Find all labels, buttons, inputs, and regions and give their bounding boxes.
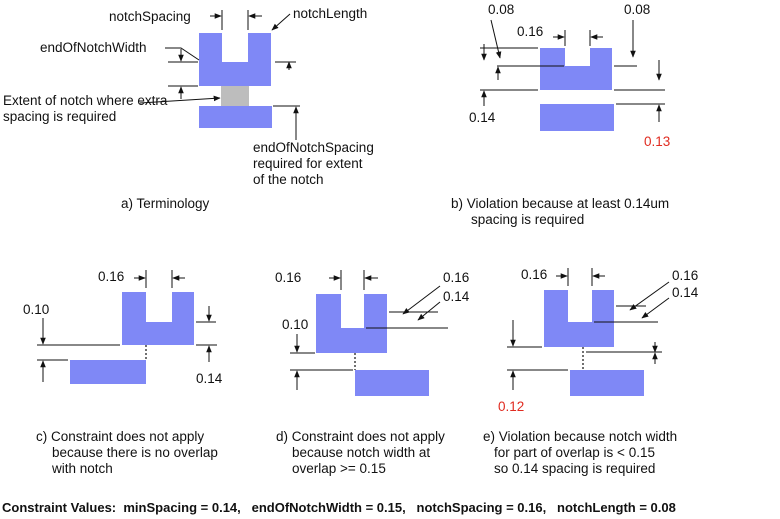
caption-d-line1: d) Constraint does not apply — [276, 429, 445, 444]
label-notch: 0.16 — [275, 270, 301, 285]
caption-e-line2: for part of overlap is < 0.15 — [494, 445, 655, 460]
end-of-notch-width-ticks — [168, 61, 198, 87]
right-ticks — [366, 311, 448, 329]
right-ticks — [614, 65, 665, 91]
label-extent-line2: spacing is required — [3, 109, 116, 124]
neighbor-shape — [70, 360, 146, 384]
notch-ticks — [145, 270, 173, 288]
neighbor-shape — [355, 370, 429, 396]
left-top-leader — [490, 19, 502, 59]
notch-ticks — [340, 270, 365, 290]
label-right: 0.14 — [196, 371, 223, 386]
label-violation-spacing: 0.12 — [498, 399, 524, 414]
label-violation-spacing: 0.13 — [644, 134, 670, 149]
panel-c: 0.16 0.10 0.14 c) Constraint does not ap… — [23, 269, 223, 476]
right-top-leader — [629, 281, 670, 311]
label-eons-line3: of the notch — [253, 172, 324, 187]
label-left: 0.10 — [282, 317, 308, 332]
label-left: 0.10 — [23, 302, 49, 317]
notched-shape — [122, 292, 194, 345]
caption-e-line3: so 0.14 spacing is required — [494, 461, 655, 476]
constraint-values-footer: Constraint Values: minSpacing = 0.14, en… — [2, 500, 676, 515]
notched-shape — [540, 48, 612, 90]
panel-a: notchSpacing notchLength endOfNotchWidth… — [3, 6, 374, 211]
caption-b-line1: b) Violation because at least 0.14um — [451, 196, 669, 211]
label-notch: 0.16 — [517, 24, 543, 39]
caption-d-line2: because notch width at — [292, 445, 430, 460]
right-mid-leader — [641, 297, 670, 319]
notch-extent-region — [221, 86, 249, 106]
panel-b: 0.08 0.16 0.08 0.14 0.13 b) Violation be… — [451, 2, 670, 227]
panel-e: 0.16 0.16 0.14 0.12 e) Violation because… — [483, 267, 699, 476]
left-ticks — [480, 47, 564, 91]
right-ticks — [196, 321, 217, 346]
notch-ticks — [567, 268, 593, 286]
left-ticks — [290, 352, 353, 371]
notch-ticks — [564, 30, 591, 46]
caption-c-line1: c) Constraint does not apply — [36, 429, 204, 444]
label-eons-line2: required for extent — [253, 156, 363, 171]
label-right-mid: 0.14 — [672, 285, 699, 300]
panel-d: 0.16 0.16 0.14 0.10 d) Constraint does n… — [275, 270, 470, 476]
label-notch-spacing: notchSpacing — [109, 9, 191, 24]
notched-shape — [316, 294, 387, 353]
label-end-of-notch-width: endOfNotchWidth — [40, 40, 147, 55]
notch-spacing-ticks — [221, 10, 249, 30]
caption-a: a) Terminology — [121, 196, 210, 211]
label-notch: 0.16 — [98, 269, 124, 284]
end-of-notch-width-leader — [165, 47, 200, 61]
caption-c-line3: with notch — [51, 461, 113, 476]
neighbor-shape — [570, 370, 644, 396]
extent-leader — [139, 95, 221, 104]
right-top-leader — [402, 285, 441, 315]
mid-ticks — [507, 346, 662, 353]
caption-e-line1: e) Violation because notch width — [483, 429, 677, 444]
left-ticks — [37, 344, 120, 361]
right-mid-leader — [417, 301, 441, 321]
neighbor-shape — [199, 106, 272, 128]
label-left-top: 0.08 — [488, 2, 514, 17]
label-left-bottom: 0.14 — [469, 110, 496, 125]
caption-c-line2: because there is no overlap — [52, 445, 218, 460]
notch-length-leader — [271, 13, 291, 31]
label-eons-line1: endOfNotchSpacing — [253, 140, 374, 155]
label-notch: 0.16 — [521, 267, 547, 282]
label-notch-length: notchLength — [293, 6, 367, 21]
label-right-top: 0.08 — [624, 2, 650, 17]
notched-shape — [544, 290, 614, 347]
label-right-top: 0.16 — [443, 270, 469, 285]
label-extent-line1: Extent of notch where extra — [3, 93, 168, 108]
notched-shape — [199, 33, 271, 86]
label-right-mid: 0.14 — [443, 289, 470, 304]
neighbor-shape — [540, 104, 614, 131]
caption-b-line2: spacing is required — [471, 212, 584, 227]
label-right-top: 0.16 — [672, 268, 698, 283]
caption-d-line3: overlap >= 0.15 — [292, 461, 386, 476]
